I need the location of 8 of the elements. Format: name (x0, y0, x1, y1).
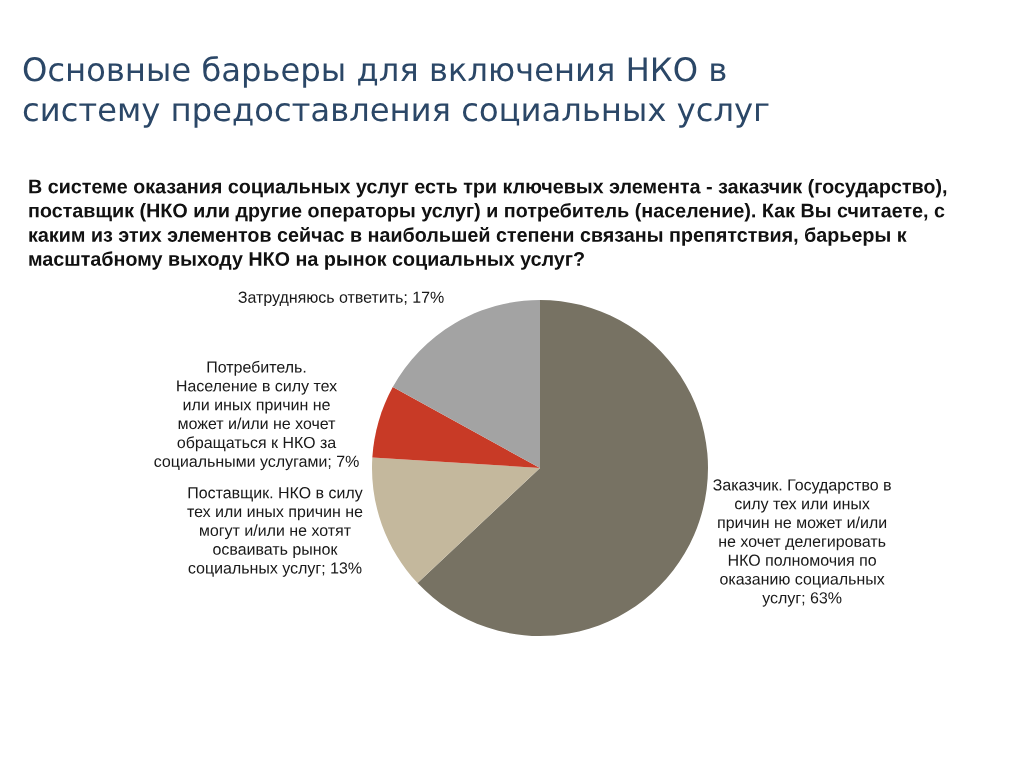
slice-label: Потребитель. Население в силу тех или иных причин не может и/или не хочет обращаться к НКО за социальными услугами; 7% (154, 360, 359, 471)
slice-label: Поставщик. НКО в силу тех или иных причин не могут и/или не хотят осваивать рынок социальных услуг; 13% (187, 487, 363, 577)
slice-label: Заказчик. Государство в силу тех или иных причин не может и/или не хочет делегировать НКО полномочия по оказанию социальных услуг; 63% (713, 479, 891, 607)
pie-slice (372, 457, 540, 583)
pie-slice (372, 387, 540, 468)
chart-subtitle: В системе оказания социальных услуг есть три ключевых элемента - заказчик (государство), поставщик (НКО или другие операторы услуг) и потребитель (население). Как Вы считаете, с каким из этих элементов сейчас в наибольшей степени связаны препятствия, барьеры к масштабному выходу НКО на рынок социальных услуг? (29, 179, 947, 270)
chart-title: Основные барьеры для включения НКО в систему предоставления социальных услуг (23, 56, 769, 128)
slice-label: Затрудняюсь ответить; 17% (238, 291, 444, 307)
